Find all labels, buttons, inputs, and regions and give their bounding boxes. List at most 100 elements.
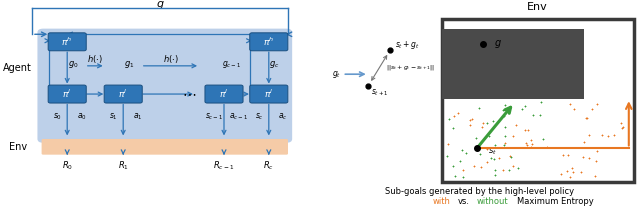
Point xyxy=(498,168,508,171)
Point xyxy=(499,143,509,147)
Point xyxy=(499,115,509,118)
Text: $g_t$: $g_t$ xyxy=(332,69,341,80)
Point xyxy=(443,142,453,146)
Text: $g_c$: $g_c$ xyxy=(269,59,280,70)
Point xyxy=(522,143,532,147)
Point xyxy=(557,154,568,157)
Point xyxy=(489,157,499,161)
Point xyxy=(579,141,589,144)
Text: $\cdots$: $\cdots$ xyxy=(182,86,196,100)
Point xyxy=(563,154,573,157)
Point xyxy=(442,154,452,158)
Point xyxy=(500,134,510,138)
Point xyxy=(541,145,552,149)
Bar xyxy=(442,29,584,99)
Point xyxy=(474,106,484,110)
Point xyxy=(500,103,511,107)
Text: $h(\cdot)$: $h(\cdot)$ xyxy=(163,52,179,65)
Point xyxy=(454,159,465,163)
Point xyxy=(475,153,485,156)
Text: $s_1$: $s_1$ xyxy=(109,112,118,122)
Point xyxy=(504,169,514,172)
Point xyxy=(449,126,459,129)
Text: $\pi^h$: $\pi^h$ xyxy=(263,36,275,48)
Point xyxy=(520,105,530,108)
Point xyxy=(460,151,470,155)
Point xyxy=(564,175,575,179)
Point xyxy=(483,121,493,124)
Point xyxy=(536,100,546,104)
Point xyxy=(603,134,613,137)
Point xyxy=(568,170,578,174)
Text: $g_0$: $g_0$ xyxy=(68,59,79,70)
Point xyxy=(590,175,600,178)
Point xyxy=(498,108,508,111)
Point xyxy=(508,134,518,138)
Point xyxy=(523,128,533,131)
Point xyxy=(458,175,468,179)
Text: without: without xyxy=(477,196,508,206)
Point xyxy=(506,154,516,158)
Text: $\pi^l$: $\pi^l$ xyxy=(63,88,72,100)
Point xyxy=(465,123,475,127)
Text: $\pi^h$: $\pi^h$ xyxy=(61,36,73,48)
Text: $\pi^l$: $\pi^l$ xyxy=(264,88,273,100)
Point xyxy=(569,107,579,111)
Point xyxy=(488,119,499,122)
Point xyxy=(499,125,509,129)
Point xyxy=(467,117,477,120)
Text: $g$: $g$ xyxy=(494,38,502,50)
Point xyxy=(520,128,531,132)
Point xyxy=(527,113,538,117)
FancyBboxPatch shape xyxy=(205,85,243,103)
Point xyxy=(568,166,578,169)
Point xyxy=(596,133,607,136)
Point xyxy=(556,172,566,176)
Text: $||s_t+g_t-s_{t+1}||$: $||s_t+g_t-s_{t+1}||$ xyxy=(385,63,435,73)
Point xyxy=(584,156,594,159)
Point xyxy=(458,168,468,172)
Text: $R_1$: $R_1$ xyxy=(118,160,129,172)
Text: Maximum Entropy: Maximum Entropy xyxy=(517,196,593,206)
Point xyxy=(587,107,597,110)
Point xyxy=(538,137,548,141)
FancyBboxPatch shape xyxy=(250,85,288,103)
Point xyxy=(591,159,601,162)
Point xyxy=(517,108,527,111)
Text: $s_c$: $s_c$ xyxy=(255,112,264,122)
Text: $a_1$: $a_1$ xyxy=(133,112,142,122)
Text: $a_0$: $a_0$ xyxy=(77,112,86,122)
FancyBboxPatch shape xyxy=(48,85,86,103)
Point xyxy=(490,173,500,177)
Text: $h(\cdot)$: $h(\cdot)$ xyxy=(87,52,103,65)
Point xyxy=(490,169,500,172)
Text: with: with xyxy=(433,196,451,206)
Point xyxy=(493,157,504,160)
Point xyxy=(618,125,628,129)
Text: $a_{c-1}$: $a_{c-1}$ xyxy=(229,112,248,122)
Text: $s_t$: $s_t$ xyxy=(488,146,497,157)
Text: $\pi^l$: $\pi^l$ xyxy=(220,88,228,100)
Point xyxy=(525,146,536,149)
Point xyxy=(592,103,602,106)
Point xyxy=(476,126,486,129)
Point xyxy=(617,126,627,129)
Point xyxy=(508,164,518,168)
Point xyxy=(576,170,586,173)
Point xyxy=(484,134,494,138)
Point xyxy=(449,114,460,117)
FancyBboxPatch shape xyxy=(42,139,288,155)
Point xyxy=(471,137,481,140)
Point xyxy=(486,156,497,160)
Point xyxy=(465,118,475,121)
Text: $s_{c-1}$: $s_{c-1}$ xyxy=(205,112,223,122)
Point xyxy=(526,138,536,142)
Text: $R_c$: $R_c$ xyxy=(263,160,275,172)
Point xyxy=(616,121,627,125)
FancyBboxPatch shape xyxy=(38,29,292,143)
Point xyxy=(469,164,479,167)
Point xyxy=(534,113,545,116)
Point xyxy=(451,174,461,177)
FancyBboxPatch shape xyxy=(48,33,86,51)
Point xyxy=(581,117,591,120)
